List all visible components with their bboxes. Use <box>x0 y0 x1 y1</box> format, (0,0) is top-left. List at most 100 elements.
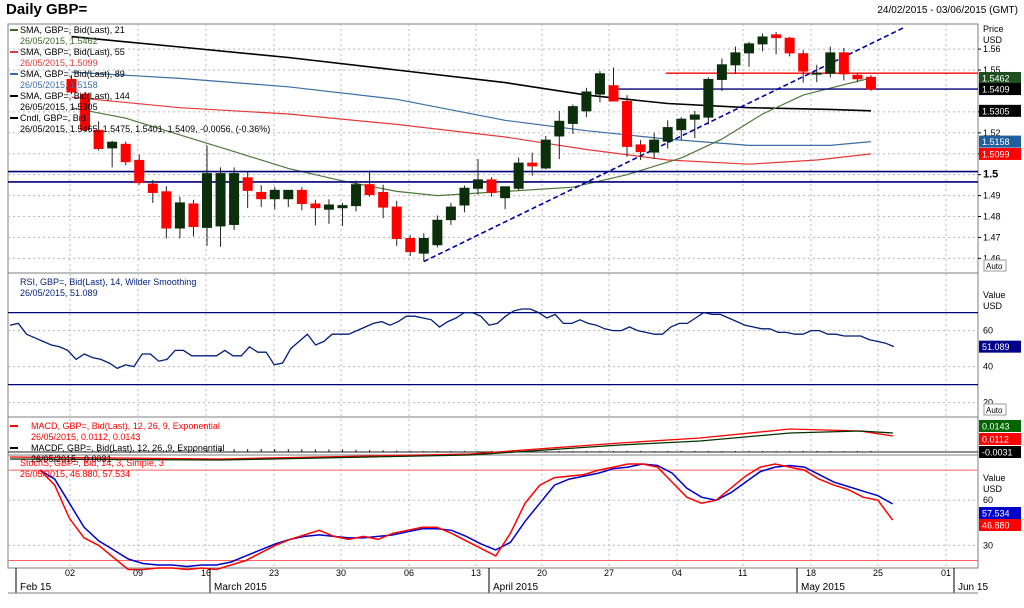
candle-body <box>554 120 565 137</box>
candle-body <box>107 141 118 149</box>
candle <box>459 185 470 213</box>
candle-body <box>608 85 619 102</box>
candle <box>337 202 348 226</box>
x-month-label: Feb 15 <box>20 582 52 593</box>
sma-89-line <box>71 71 872 146</box>
legend-value: 26/05/2015, 1.5158 <box>20 80 98 90</box>
stoch-k-line <box>39 463 894 571</box>
price-axis-unit: USD <box>983 35 1003 45</box>
x-tick-label: 25 <box>873 568 883 578</box>
candle <box>229 167 240 231</box>
candle-body <box>256 191 267 200</box>
uptrend-line <box>423 26 906 263</box>
candle-body <box>852 74 863 80</box>
price-last-value-label: 1.5099 <box>982 149 1010 159</box>
candle <box>378 184 389 219</box>
candle <box>676 117 687 141</box>
candle <box>622 95 633 157</box>
macd-last-value-label: 0.0143 <box>982 422 1010 432</box>
candle-body <box>188 203 199 228</box>
auto-scale-button <box>983 259 1007 272</box>
candle <box>608 67 619 102</box>
price-last-value-label: 1.5158 <box>982 137 1010 147</box>
price-axis-title: Price <box>983 24 1004 34</box>
stoch-last-value-label: 57.534 <box>982 509 1010 519</box>
rsi-line <box>9 308 895 370</box>
candle-body <box>622 100 633 147</box>
candle-body <box>405 237 416 253</box>
candle <box>513 157 524 191</box>
stoch-axis-unit: USD <box>983 484 1003 494</box>
price-tick-label: 1.49 <box>983 191 1001 201</box>
candle-body <box>242 177 253 191</box>
candle-body <box>310 203 321 209</box>
candle <box>364 170 375 197</box>
candle-body <box>229 173 240 225</box>
x-tick-label: 23 <box>269 568 279 578</box>
candle-body <box>784 37 795 54</box>
macd-legend: MACD, GBP=, Bid(Last), 12, 26, 9, Expone… <box>10 421 224 464</box>
candle-body <box>80 93 91 131</box>
macd-last-value-box <box>979 420 1021 432</box>
x-tick-label: 13 <box>471 568 481 578</box>
stoch-tick-label: 60 <box>983 495 993 505</box>
stoch-last-value-box <box>979 519 1021 531</box>
stoch-last-value-label: 46.880 <box>982 521 1010 531</box>
candle <box>798 50 809 83</box>
candle-body <box>703 78 714 118</box>
price-tick-label: 1.5 <box>983 169 998 181</box>
candle <box>269 186 280 210</box>
candle <box>405 235 416 256</box>
rsi-legend-value: 26/05/2015, 51.089 <box>20 288 98 298</box>
macd-last-value-box <box>979 446 1021 458</box>
macd-last-value-label: 0.0112 <box>982 435 1009 445</box>
candle <box>865 75 876 91</box>
legend-value: 26/05/2015, 1.5465, 1.5475, 1.5401, 1.54… <box>20 124 270 134</box>
candle-body <box>418 237 429 254</box>
candle-body <box>689 114 700 120</box>
price-last-value-label: 1.5305 <box>982 106 1010 116</box>
stoch-last-value-box <box>979 507 1021 519</box>
candle <box>825 46 836 78</box>
price-tick-label: 1.46 <box>983 253 1001 263</box>
candle-body <box>269 189 280 200</box>
x-month-label: March 2015 <box>214 582 267 593</box>
candle <box>256 185 267 208</box>
candle <box>351 180 362 212</box>
stoch-tick-label: 30 <box>983 540 993 550</box>
candle <box>134 154 145 185</box>
legend-label: SMA, GBP=, Bid(Last), 144 <box>20 91 130 101</box>
x-tick-label: 11 <box>738 568 747 578</box>
macd-last-value-box <box>979 433 1021 445</box>
candle-body <box>825 52 836 74</box>
date-range: 24/02/2015 - 03/06/2015 (GMT) <box>877 5 1018 16</box>
candle <box>716 58 727 91</box>
candle-body <box>649 139 660 153</box>
candle-body <box>161 191 172 229</box>
candle <box>527 152 538 176</box>
price-last-value-box <box>979 71 1021 84</box>
candle <box>594 71 605 103</box>
rsi-auto-label: Auto <box>986 406 1003 415</box>
rsi-last-value-box <box>979 340 1021 353</box>
candle-body <box>378 191 389 208</box>
candle-body <box>459 187 470 206</box>
candle <box>473 158 483 195</box>
candle-body <box>351 184 362 207</box>
candle <box>432 215 443 248</box>
candle <box>811 64 822 83</box>
candle-body <box>215 173 226 227</box>
candle-body <box>676 118 687 131</box>
x-tick-label: 06 <box>404 568 414 578</box>
rsi-last-value-label: 51.089 <box>982 342 1010 352</box>
candle-body <box>594 73 605 95</box>
candle-body <box>798 53 809 72</box>
candle <box>283 189 294 208</box>
candle <box>161 186 172 239</box>
price-last-value-box <box>979 135 1021 148</box>
macd-legend-value: 26/05/2015, 0.0112, 0.0143 <box>31 432 140 442</box>
candle <box>540 135 551 170</box>
candle <box>418 233 429 262</box>
